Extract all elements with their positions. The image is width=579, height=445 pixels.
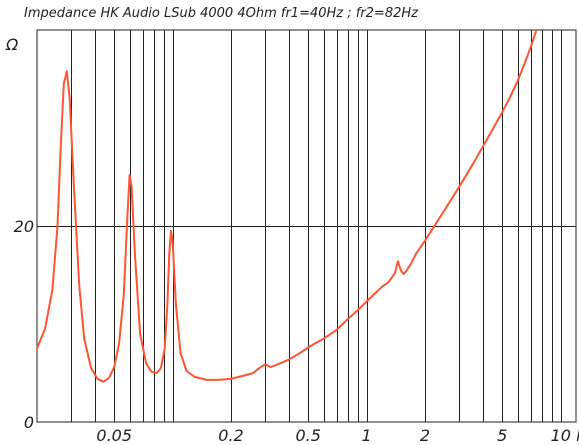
plot-area: 0.05 0.2 0.5 1 2 5 10 kHz 0 20	[14, 29, 579, 445]
x-tick-label: 1	[362, 426, 372, 445]
x-tick-label: 10 kHz	[551, 426, 579, 445]
x-tick-label: 0.05	[96, 426, 132, 445]
x-tick-label: 5	[497, 426, 507, 445]
impedance-curve	[36, 29, 538, 383]
y-tick-label: 20	[14, 217, 34, 236]
y-tick-label: 0	[24, 413, 34, 432]
x-tick-label: 0.2	[218, 426, 243, 445]
x-tick-label: 0.5	[295, 426, 320, 445]
x-tick-label: 2	[420, 426, 430, 445]
chart-title: Impedance HK Audio LSub 4000 4Ohm fr1=40…	[24, 6, 419, 21]
y-axis-label: Ω	[5, 35, 19, 54]
